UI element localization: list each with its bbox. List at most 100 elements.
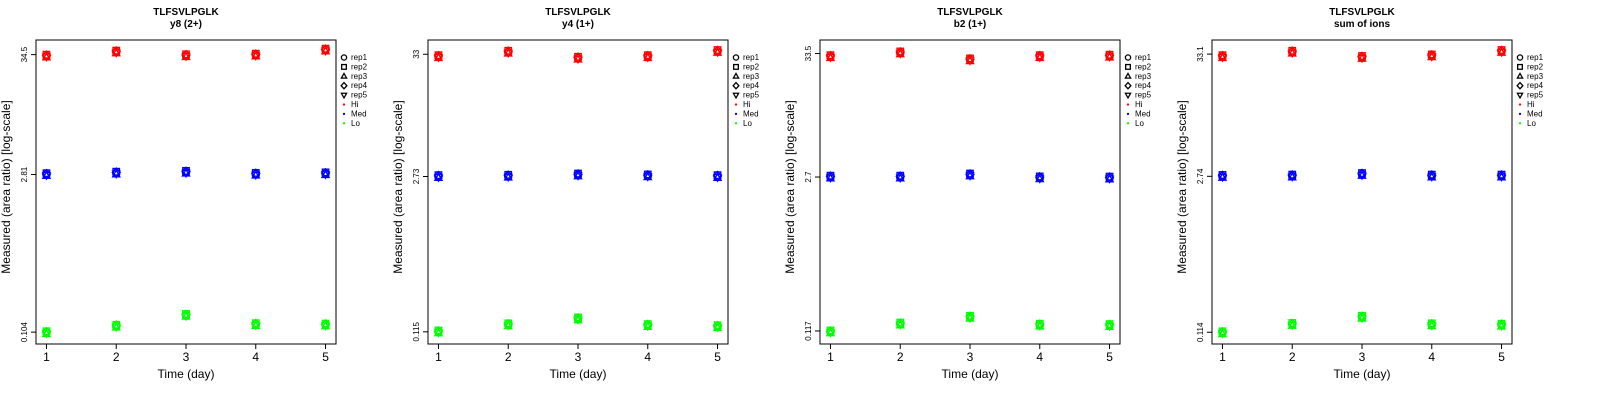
x-tick-label: 2 xyxy=(113,350,120,364)
plot-frame xyxy=(427,39,729,345)
legend-label-rep4: rep4 xyxy=(351,81,368,90)
legend-marker-lo xyxy=(734,122,738,125)
legend-label-rep3: rep3 xyxy=(743,72,760,81)
legend-marker-rep5 xyxy=(340,92,348,100)
data-point-med-day1 xyxy=(41,172,52,181)
legend-marker-rep5 xyxy=(1124,92,1132,100)
legend-label-lo: Lo xyxy=(1527,119,1536,128)
data-point-med-day1 xyxy=(825,174,836,184)
legend-label-rep1: rep1 xyxy=(743,53,760,62)
x-tick-label: 4 xyxy=(1036,350,1043,364)
data-point-hi-day2 xyxy=(1287,49,1297,59)
data-point-hi-day3 xyxy=(573,55,583,65)
y-axis-label: Measured (area ratio) [log-scale] xyxy=(1175,100,1189,273)
legend-marker-rep2 xyxy=(1125,63,1131,70)
x-tick-label: 3 xyxy=(1359,350,1366,364)
x-tick-label: 5 xyxy=(322,350,329,364)
x-tick-label: 4 xyxy=(1428,350,1435,364)
legend-marker-rep3 xyxy=(340,72,348,79)
x-tick-label: 5 xyxy=(1498,350,1505,364)
data-point-hi-day5 xyxy=(1104,53,1115,63)
data-point-hi-day4 xyxy=(1035,54,1045,63)
legend-marker-rep3 xyxy=(1124,72,1132,79)
y-tick-label: 2.7 xyxy=(804,171,813,183)
data-point-med-day2 xyxy=(503,173,513,183)
legend-label-rep3: rep3 xyxy=(1135,72,1152,81)
data-point-med-day3 xyxy=(965,172,975,181)
legend-marker-med xyxy=(734,112,738,116)
legend-label-rep5: rep5 xyxy=(1527,91,1544,100)
data-point-med-day3 xyxy=(181,169,191,179)
data-point-med-day1 xyxy=(433,174,444,183)
x-tick-label: 3 xyxy=(575,350,582,364)
legend-marker-lo xyxy=(1126,122,1130,125)
x-tick-label: 2 xyxy=(1289,350,1296,364)
legend-marker-rep5 xyxy=(732,92,740,100)
data-point-hi-day4 xyxy=(1427,53,1437,62)
legend-label-rep4: rep4 xyxy=(743,81,760,90)
y-tick-label: 0.104 xyxy=(20,322,29,343)
data-point-med-day5 xyxy=(320,171,331,180)
y-tick-label: 0.115 xyxy=(412,322,421,342)
data-point-hi-day5 xyxy=(712,48,723,58)
data-point-med-day2 xyxy=(111,170,121,179)
legend-label-rep1: rep1 xyxy=(1135,53,1152,62)
data-point-med-day5 xyxy=(712,174,723,183)
chart-title: TLFSVLPGLK xyxy=(153,7,219,18)
plot-frame xyxy=(35,39,337,345)
legend-marker-med xyxy=(342,112,346,116)
chart-title: TLFSVLPGLK xyxy=(937,7,1003,18)
x-tick-label: 1 xyxy=(435,350,442,364)
x-tick-label: 5 xyxy=(714,350,721,364)
y-axis-label: Measured (area ratio) [log-scale] xyxy=(0,100,13,273)
legend-label-lo: Lo xyxy=(743,119,752,128)
x-tick-label: 2 xyxy=(505,350,512,364)
legend-marker-rep4 xyxy=(1124,81,1132,90)
legend-marker-rep4 xyxy=(340,81,348,90)
data-point-lo-day2 xyxy=(895,321,905,330)
x-axis-label: Time (day) xyxy=(158,367,215,381)
chart-title: TLFSVLPGLK xyxy=(545,7,611,18)
x-axis-label: Time (day) xyxy=(942,367,999,381)
data-point-lo-day5 xyxy=(320,322,331,331)
legend-label-hi: Hi xyxy=(1135,100,1143,109)
data-point-hi-day5 xyxy=(320,47,331,56)
legend-marker-rep2 xyxy=(341,63,347,70)
data-point-med-day5 xyxy=(1496,173,1507,182)
x-axis-label: Time (day) xyxy=(550,367,607,381)
data-point-med-day3 xyxy=(1357,171,1367,181)
legend-label-rep2: rep2 xyxy=(1135,62,1152,71)
data-point-lo-day5 xyxy=(712,324,723,333)
data-point-med-day4 xyxy=(251,171,261,181)
data-point-med-day1 xyxy=(1217,173,1228,183)
x-tick-label: 1 xyxy=(43,350,50,364)
data-point-med-day4 xyxy=(1427,173,1437,182)
legend-label-rep5: rep5 xyxy=(351,91,368,100)
legend-label-rep5: rep5 xyxy=(1135,91,1152,100)
data-point-lo-day3 xyxy=(573,316,583,325)
x-tick-label: 5 xyxy=(1106,350,1113,364)
data-point-hi-day1 xyxy=(1217,54,1228,63)
legend-marker-rep4 xyxy=(732,81,740,90)
y-tick-label: 2.81 xyxy=(20,166,29,182)
legend-marker-med xyxy=(1126,112,1130,116)
legend-marker-lo xyxy=(1518,122,1522,125)
legend-marker-rep2 xyxy=(733,63,739,70)
data-point-hi-day4 xyxy=(643,54,653,63)
data-point-lo-day1 xyxy=(825,329,836,338)
data-point-hi-day2 xyxy=(503,49,513,59)
legend-label-rep2: rep2 xyxy=(351,62,368,71)
legend-label-rep4: rep4 xyxy=(1527,81,1544,90)
legend-marker-med xyxy=(1518,112,1522,116)
data-point-lo-day3 xyxy=(1357,314,1367,324)
data-point-hi-day1 xyxy=(825,54,836,63)
x-tick-label: 4 xyxy=(252,350,259,364)
data-point-lo-day4 xyxy=(1427,322,1437,331)
data-point-lo-day5 xyxy=(1496,322,1507,332)
x-tick-label: 4 xyxy=(644,350,651,364)
y-tick-label: 0.117 xyxy=(804,321,813,341)
data-point-lo-day2 xyxy=(503,322,513,331)
legend-marker-rep3 xyxy=(1516,72,1524,79)
legend-marker-rep2 xyxy=(1517,63,1523,70)
